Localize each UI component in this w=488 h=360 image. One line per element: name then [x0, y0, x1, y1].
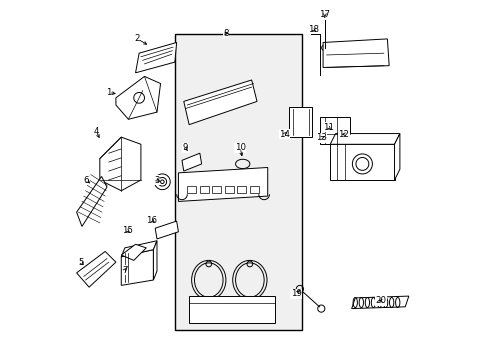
Bar [224, 186, 233, 193]
Bar [212, 186, 221, 193]
Bar [249, 186, 258, 193]
Text: 14: 14 [279, 130, 289, 139]
Polygon shape [155, 221, 178, 239]
Polygon shape [77, 176, 107, 226]
Polygon shape [182, 153, 201, 171]
Polygon shape [135, 42, 176, 73]
Text: 12: 12 [338, 130, 348, 139]
Text: 6: 6 [83, 176, 89, 185]
Text: 1: 1 [106, 88, 111, 97]
Text: 15: 15 [122, 226, 133, 235]
Text: 20: 20 [375, 296, 386, 305]
Polygon shape [329, 134, 399, 144]
Polygon shape [121, 249, 153, 285]
Text: 9: 9 [183, 143, 188, 152]
Text: 3: 3 [154, 176, 160, 185]
Text: 4: 4 [93, 127, 99, 136]
Polygon shape [178, 167, 267, 202]
Polygon shape [153, 241, 157, 280]
Polygon shape [121, 241, 157, 257]
Polygon shape [116, 76, 160, 119]
Polygon shape [323, 39, 388, 67]
Text: 17: 17 [319, 10, 330, 19]
Text: 16: 16 [146, 216, 157, 225]
Text: 18: 18 [307, 25, 318, 34]
Text: 13: 13 [315, 133, 326, 142]
Polygon shape [77, 251, 116, 287]
Text: 19: 19 [290, 289, 301, 298]
Text: 7: 7 [122, 266, 127, 275]
Text: 2: 2 [134, 35, 140, 44]
Bar [200, 186, 208, 193]
Polygon shape [351, 296, 408, 309]
Text: 5: 5 [78, 258, 83, 267]
Bar [288, 107, 312, 137]
Bar [319, 117, 349, 144]
Polygon shape [329, 144, 394, 180]
Text: 8: 8 [223, 29, 228, 38]
Bar [237, 186, 246, 193]
Polygon shape [189, 296, 274, 323]
Polygon shape [100, 137, 141, 191]
Text: 11: 11 [322, 123, 333, 132]
Polygon shape [121, 244, 146, 260]
Polygon shape [183, 80, 257, 125]
Bar [175, 33, 301, 330]
Bar [187, 186, 196, 193]
Text: 10: 10 [234, 143, 245, 152]
Polygon shape [394, 134, 399, 180]
